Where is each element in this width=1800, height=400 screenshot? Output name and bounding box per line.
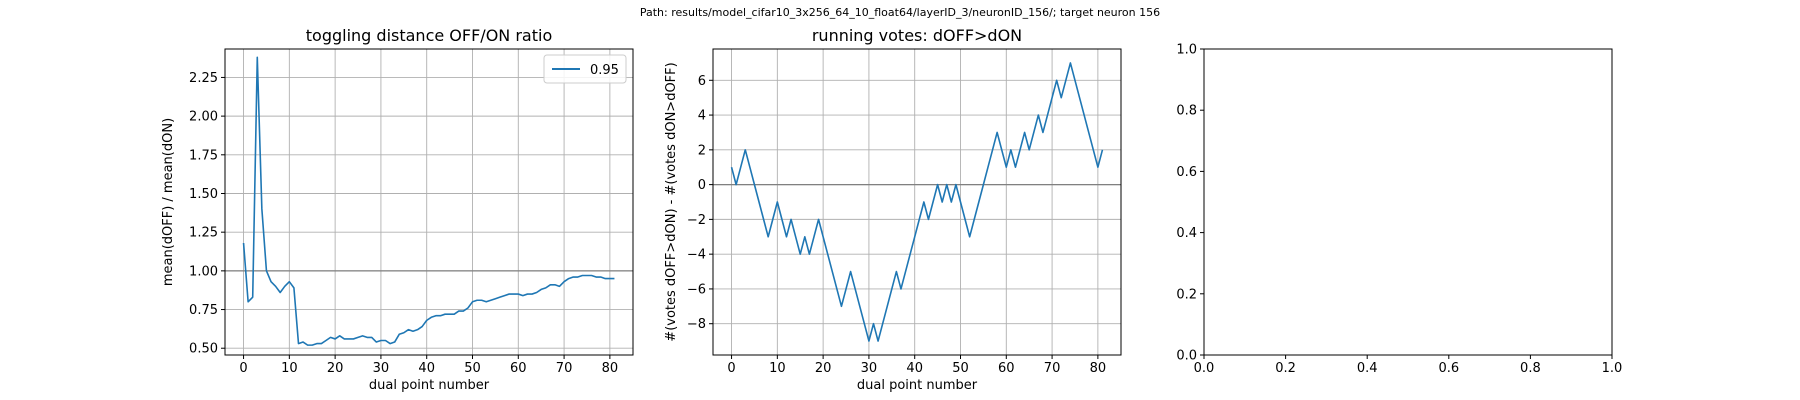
y-tick-label: 0.2 (1176, 287, 1197, 302)
y-tick-label: 0.8 (1176, 104, 1197, 119)
x-tick-label: 0.6 (1438, 361, 1459, 376)
y-axis-label: mean(dOFF) / mean(dON) (161, 118, 176, 286)
y-tick-label: 0.6 (1176, 165, 1197, 180)
x-tick-label: 0 (727, 361, 735, 376)
x-tick-label: 0.0 (1194, 361, 1215, 376)
y-tick-label: −2 (687, 213, 706, 228)
y-tick-label: 0.50 (189, 342, 218, 357)
x-tick-label: 20 (327, 361, 344, 376)
x-tick-label: 20 (815, 361, 832, 376)
y-tick-label: 1.25 (189, 226, 218, 241)
x-tick-label: 60 (510, 361, 527, 376)
x-tick-label: 10 (281, 361, 298, 376)
axes-empty-plot: 0.0 0.2 0.4 0.6 0.8 1.0 0.0 0.2 0.4 0.6 0.8 1.0 (1176, 43, 1622, 377)
x-tick-label: 0.8 (1520, 361, 1541, 376)
series-line (730, 62, 1104, 342)
x-tick-label: 70 (1044, 361, 1061, 376)
x-tick-label: 70 (556, 361, 573, 376)
y-tick-label: 0 (698, 178, 706, 193)
series-line (242, 56, 615, 346)
x-axis-label: dual point number (857, 378, 978, 393)
y-tick-label: 0.4 (1176, 226, 1197, 241)
x-tick-label: 80 (602, 361, 619, 376)
x-axis-label: dual point number (369, 378, 490, 393)
y-tick-label: 6 (698, 74, 706, 89)
legend-box (543, 54, 627, 84)
figure-suptitle: Path: results/model_cifar10_3x256_64_10_… (639, 6, 1161, 19)
axes-frame (224, 48, 634, 356)
axes-frame (712, 48, 1122, 356)
y-tick-label: −8 (687, 317, 706, 332)
y-tick-label: −4 (687, 248, 706, 263)
x-tick-label: 30 (373, 361, 390, 376)
x-tick-label: 50 (464, 361, 481, 376)
axes-ratio-plot: 0 10 20 30 40 50 60 70 80 0.50 0.75 1.00 1.25 1.50 1.7… (161, 26, 634, 393)
x-tick-label: 0 (239, 361, 247, 376)
y-tick-label: 1.75 (189, 148, 218, 163)
y-tick-label: 2 (698, 143, 706, 158)
y-tick-label: 0.75 (189, 303, 218, 318)
y-tick-label: 1.0 (1176, 43, 1197, 58)
x-tick-label: 40 (418, 361, 435, 376)
axes-votes-plot: 0 10 20 30 40 50 60 70 80 −8 −6 −4 −2 0 2 4 6 running vot… (664, 26, 1122, 393)
x-tick-label: 60 (998, 361, 1015, 376)
y-tick-label: 4 (698, 109, 706, 124)
axes-frame (1203, 48, 1613, 356)
x-tick-label: 30 (861, 361, 878, 376)
y-tick-label: 0.0 (1176, 349, 1197, 364)
y-tick-label: 2.25 (189, 71, 218, 86)
y-tick-label: 1.50 (189, 187, 218, 202)
x-tick-label: 10 (769, 361, 786, 376)
x-tick-label: 40 (906, 361, 923, 376)
axes-title: toggling distance OFF/ON ratio (306, 26, 552, 45)
y-axis-label: #(votes dOFF>dON) - #(votes dON>dOFF) (664, 62, 679, 341)
x-tick-label: 1.0 (1602, 361, 1623, 376)
x-tick-label: 80 (1090, 361, 1107, 376)
x-tick-label: 0.4 (1357, 361, 1378, 376)
y-tick-label: −6 (687, 282, 706, 297)
axes-title: running votes: dOFF>dON (812, 26, 1022, 45)
y-tick-label: 1.00 (189, 264, 218, 279)
x-tick-label: 0.2 (1275, 361, 1296, 376)
y-tick-label: 2.00 (189, 110, 218, 125)
legend-label: 0.95 (590, 63, 619, 78)
x-tick-label: 50 (952, 361, 969, 376)
